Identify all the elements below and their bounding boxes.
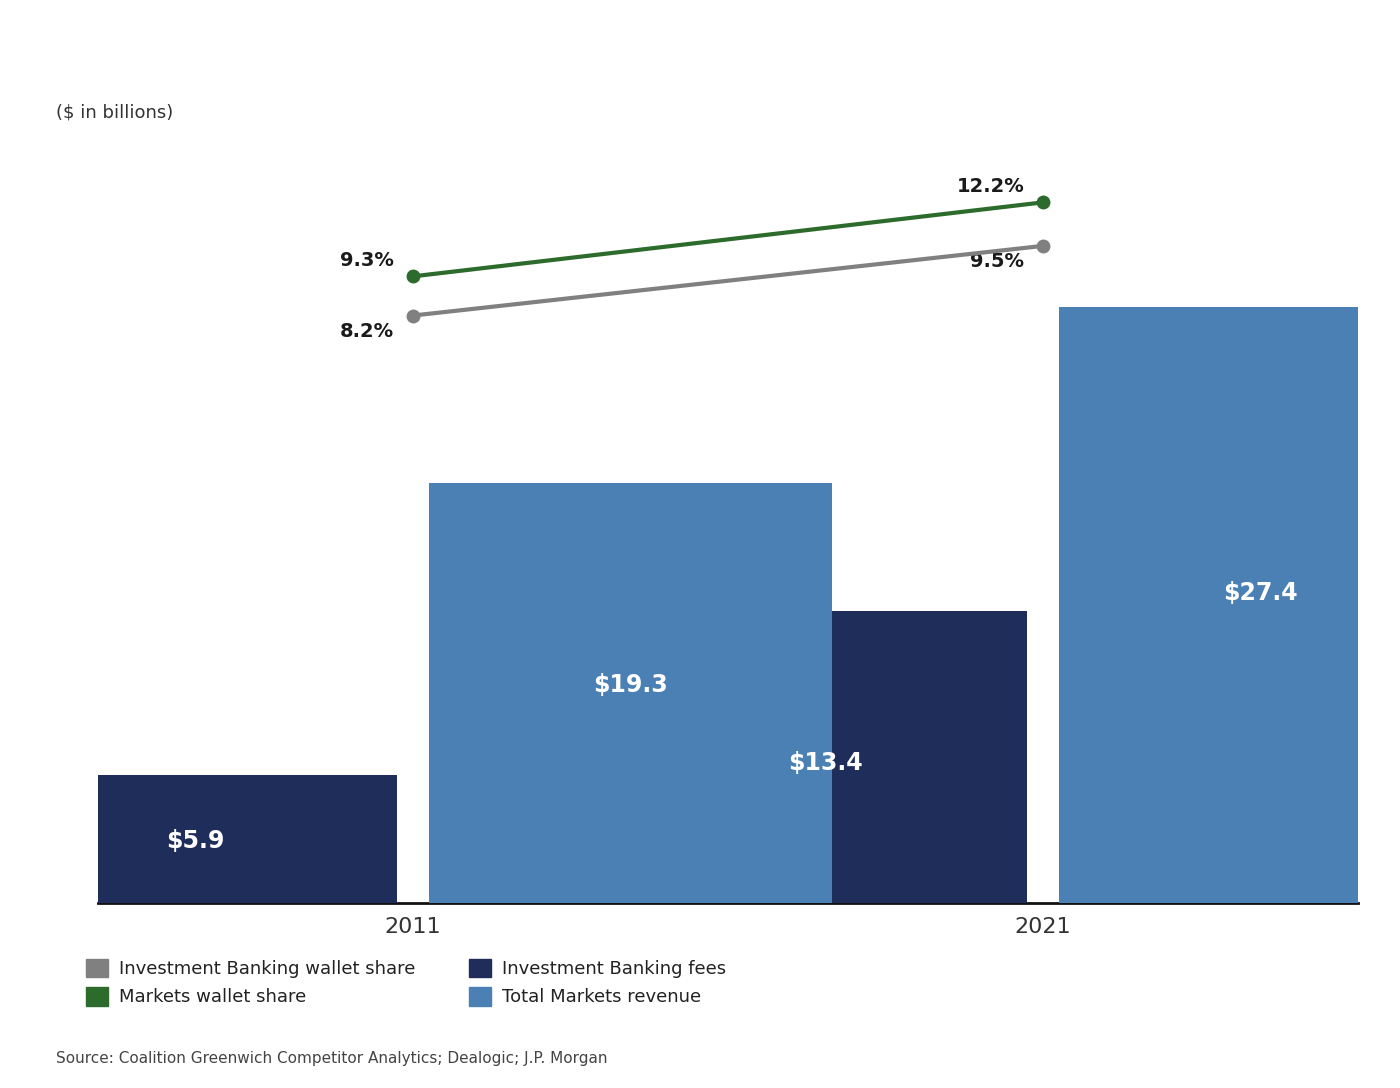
- Bar: [624, 611, 1028, 903]
- Legend: Investment Banking wallet share, Markets wallet share, Investment Banking fees, : Investment Banking wallet share, Markets…: [78, 952, 734, 1014]
- Bar: [428, 483, 832, 903]
- Bar: [1058, 307, 1400, 903]
- Text: 8.2%: 8.2%: [340, 322, 395, 341]
- Text: 12.2%: 12.2%: [956, 177, 1025, 196]
- Text: 9.3%: 9.3%: [340, 251, 395, 270]
- Bar: [0, 775, 398, 903]
- Text: $13.4: $13.4: [788, 751, 862, 775]
- Text: 9.5%: 9.5%: [970, 252, 1025, 271]
- Text: Source: Coalition Greenwich Competitor Analytics; Dealogic; J.P. Morgan: Source: Coalition Greenwich Competitor A…: [56, 1051, 608, 1066]
- Text: $5.9: $5.9: [167, 829, 225, 853]
- Text: $27.4: $27.4: [1224, 581, 1298, 605]
- Text: INVESTMENT BANKING FEES AND MARKETS REVENUE: INVESTMENT BANKING FEES AND MARKETS REVE…: [35, 28, 909, 57]
- Text: $19.3: $19.3: [594, 672, 668, 696]
- Text: ($ in billions): ($ in billions): [56, 103, 174, 122]
